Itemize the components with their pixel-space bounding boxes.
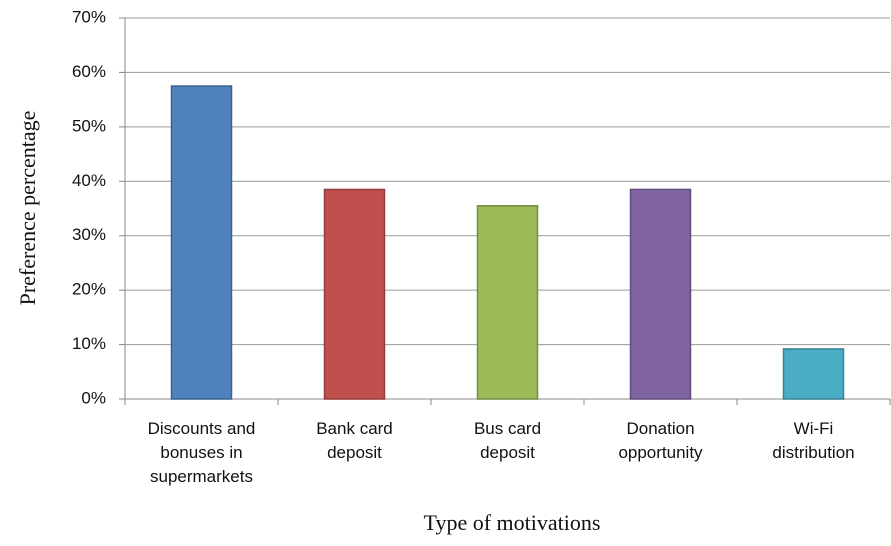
y-tick-label: 10% xyxy=(72,334,106,353)
x-tick-label: Wi-Fi distribution xyxy=(772,419,855,462)
x-tick-label: Discounts and bonuses in supermarkets xyxy=(147,419,256,486)
y-tick-label: 60% xyxy=(72,62,106,81)
y-axis-label: Preference percentage xyxy=(15,111,40,306)
y-tick-label: 0% xyxy=(81,388,106,407)
x-tick-label: Bank card deposit xyxy=(316,419,393,462)
x-axis-label: Type of motivations xyxy=(424,510,601,535)
y-tick-label: 40% xyxy=(72,171,106,190)
y-tick-label: 20% xyxy=(72,280,106,299)
y-tick-label: 70% xyxy=(72,7,106,26)
y-tick-label: 30% xyxy=(72,225,106,244)
x-tick-label: Donation opportunity xyxy=(618,419,703,462)
y-tick-label: 50% xyxy=(72,116,106,135)
bar xyxy=(323,188,386,400)
bar xyxy=(476,205,539,400)
bar xyxy=(629,188,692,400)
bar xyxy=(782,348,845,400)
bar xyxy=(170,85,233,400)
x-tick-label: Bus card deposit xyxy=(473,419,542,462)
